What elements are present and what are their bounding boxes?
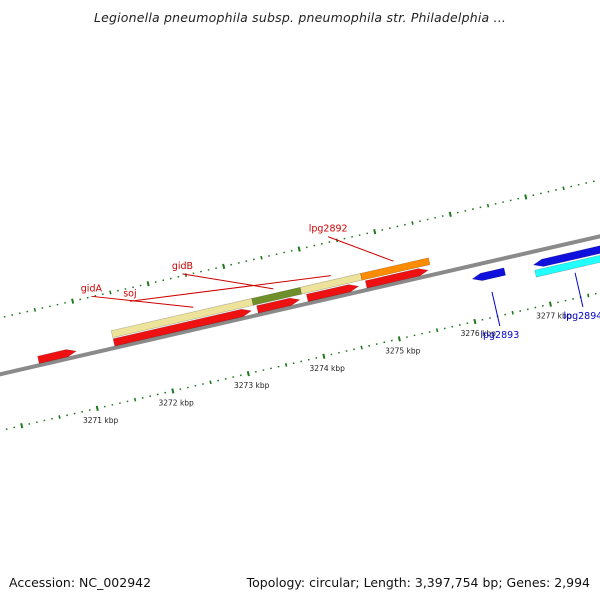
tick-minor — [109, 290, 112, 295]
gene-label-lpg2892[interactable]: lpg2892 — [309, 224, 348, 235]
tick-major — [222, 263, 226, 270]
tick-minor — [411, 221, 414, 225]
tick-minor — [33, 307, 37, 312]
tick-major — [473, 318, 477, 325]
outer-tick-ring — [3, 177, 600, 318]
topology-text: Topology: circular; Length: 3,397,754 bp… — [246, 575, 590, 590]
leader-line — [182, 273, 274, 290]
gene-label-gidA[interactable]: gidA — [81, 283, 103, 294]
tick-minor — [587, 293, 590, 298]
gene-feature[interactable] — [471, 267, 506, 281]
leader-line — [491, 291, 501, 327]
tick-labels: 3271 kbp 3272 kbp 3273 kbp 3274 kbp 3275 kbp… — [83, 312, 572, 425]
map-title: Legionella pneumophila subsp. pneumophil… — [93, 10, 507, 25]
tick-label: 3272 kbp — [158, 399, 194, 408]
tick-major — [246, 370, 250, 377]
gene-labels: gidAgidBsojlpg2892lpg2893lpg2894coxG — [81, 224, 600, 341]
gene-feature[interactable] — [37, 349, 77, 364]
tick-minor — [562, 186, 565, 191]
tick-minor — [284, 363, 288, 367]
tick-major — [171, 388, 175, 394]
gene-label-gidB[interactable]: gidB — [172, 261, 193, 272]
leader-line — [574, 272, 584, 308]
tick-label: 3273 kbp — [234, 381, 270, 390]
tick-major — [524, 194, 528, 200]
accession-text: Accession: NC_002942 — [9, 575, 152, 590]
tick-label: 3271 kbp — [83, 416, 119, 425]
gene-feature[interactable] — [256, 297, 301, 314]
tick-minor — [209, 380, 212, 385]
gene-label-lpg2893[interactable]: lpg2893 — [480, 330, 519, 341]
tick-label: 3275 kbp — [385, 346, 421, 355]
tick-minor — [486, 203, 490, 208]
gene-feature[interactable] — [306, 284, 360, 302]
tick-major — [297, 246, 301, 252]
tick-major — [95, 405, 99, 412]
leader-line — [91, 295, 194, 308]
tick-minor — [435, 328, 439, 333]
tick-major — [20, 423, 24, 429]
feature-track — [37, 244, 600, 364]
gene-feature[interactable] — [112, 308, 253, 347]
tick-label: 3277 kbp — [536, 312, 572, 321]
tick-label: 3274 kbp — [310, 364, 346, 373]
gene-feature[interactable] — [364, 268, 429, 289]
backbone — [0, 234, 600, 377]
gene-feature[interactable] — [360, 257, 431, 281]
inner-tick-ring — [0, 292, 597, 432]
tick-major — [373, 228, 377, 235]
tick-major — [146, 281, 150, 287]
tick-major — [397, 336, 401, 342]
backbone-line — [0, 234, 600, 377]
tick-major — [322, 353, 326, 359]
gene-label-lpg2894[interactable]: lpg2894 — [563, 311, 600, 322]
tick-major — [71, 298, 75, 304]
tick-minor — [511, 310, 514, 315]
gene-feature[interactable] — [532, 244, 600, 267]
tick-label: 3276 kbp — [461, 329, 497, 338]
leader-line — [328, 236, 394, 262]
tick-minor — [58, 415, 61, 419]
gene-label-soj[interactable]: soj — [123, 288, 136, 299]
tick-minor — [260, 255, 263, 260]
tick-major — [448, 211, 452, 217]
tick-minor — [133, 397, 137, 402]
tick-minor — [360, 345, 363, 350]
leader-line — [129, 275, 331, 302]
tick-major — [548, 301, 552, 307]
gene-feature[interactable] — [534, 253, 600, 278]
